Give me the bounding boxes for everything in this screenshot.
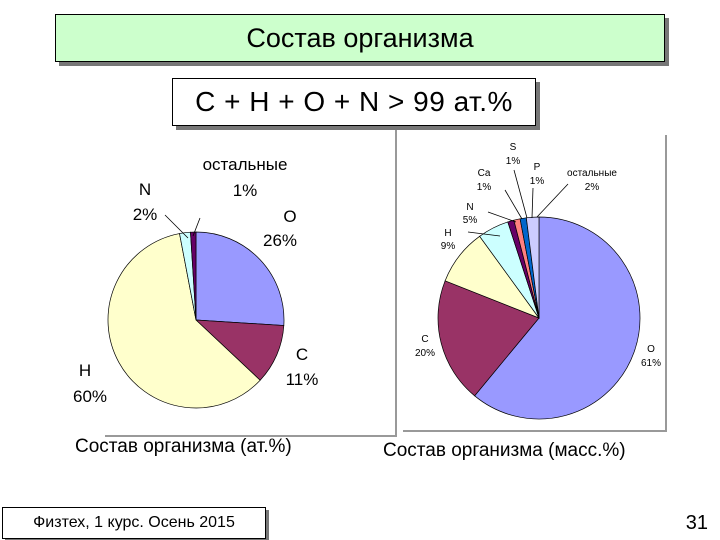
atomic-label-h: H bbox=[79, 361, 91, 380]
mass-pie-caption: Состав организма (масс.%) bbox=[383, 440, 626, 461]
atomic-value-h: 60% bbox=[73, 387, 107, 406]
mass-leader-h bbox=[467, 231, 501, 237]
mass-leader-ca bbox=[504, 189, 523, 220]
atomic-value-c: 11% bbox=[286, 370, 319, 389]
atomic-slice-h bbox=[107, 233, 261, 409]
mass-slice-o bbox=[474, 216, 641, 420]
mass-value-o: 61% bbox=[641, 358, 661, 369]
atomic-value-n: 2% bbox=[133, 205, 158, 224]
mass-value-n: 5% bbox=[463, 215, 478, 226]
atomic-label-n: N bbox=[139, 180, 151, 199]
atomic-label-c: C bbox=[296, 345, 308, 364]
atomic-slice-other-4 bbox=[190, 231, 197, 321]
mass-label-h: H bbox=[444, 228, 451, 239]
mass-leader-s bbox=[513, 169, 528, 219]
mass-label-ca: Ca bbox=[478, 168, 491, 179]
atomic-label-o: O bbox=[283, 207, 296, 226]
formula-box: C + H + O + N > 99 ат.% bbox=[172, 78, 536, 126]
atomic-leader-other-4 bbox=[192, 217, 201, 237]
slide-title: Состав организма bbox=[55, 14, 665, 62]
mass-value-c: 20% bbox=[415, 348, 435, 359]
mass-label-other-7: остальные bbox=[567, 168, 617, 179]
mass-leader-p bbox=[531, 187, 534, 219]
mass-value-h: 9% bbox=[441, 241, 456, 252]
mass-slice-c bbox=[437, 280, 540, 397]
atomic-value-o: 26% bbox=[263, 231, 297, 250]
mass-pie: O 61% C 20% H 9% N 5% Ca 1% S 1% P 1% остальные 2% bbox=[415, 142, 661, 420]
mass-label-p: P bbox=[534, 162, 541, 173]
mass-value-s: 1% bbox=[506, 156, 521, 167]
atomic-label-other-4: остальные bbox=[203, 155, 288, 174]
atomic-value-other-4: 1% bbox=[233, 181, 258, 200]
mass-label-s: S bbox=[510, 142, 517, 153]
mass-value-ca: 1% bbox=[477, 182, 492, 193]
page-number: 31 bbox=[685, 512, 708, 534]
mass-value-p: 1% bbox=[530, 176, 545, 187]
mass-leader-n bbox=[487, 211, 517, 223]
atomic-pie-caption: Состав организма (ат.%) bbox=[75, 436, 292, 457]
atomic-pie: O 26% C 11% H 60% N 2% остальные 1% bbox=[73, 155, 319, 409]
footer-course-label: Физтех, 1 курс. Осень 2015 bbox=[2, 507, 266, 539]
atomic-slice-o bbox=[195, 231, 285, 326]
mass-slice-other-7 bbox=[525, 216, 540, 319]
mass-label-n: N bbox=[466, 202, 473, 213]
mass-label-o: O bbox=[647, 344, 655, 355]
mass-label-c: C bbox=[421, 334, 428, 345]
mass-leader-other-7 bbox=[536, 183, 569, 218]
atomic-leader-n bbox=[164, 214, 189, 239]
mass-value-other-7: 2% bbox=[585, 182, 600, 193]
